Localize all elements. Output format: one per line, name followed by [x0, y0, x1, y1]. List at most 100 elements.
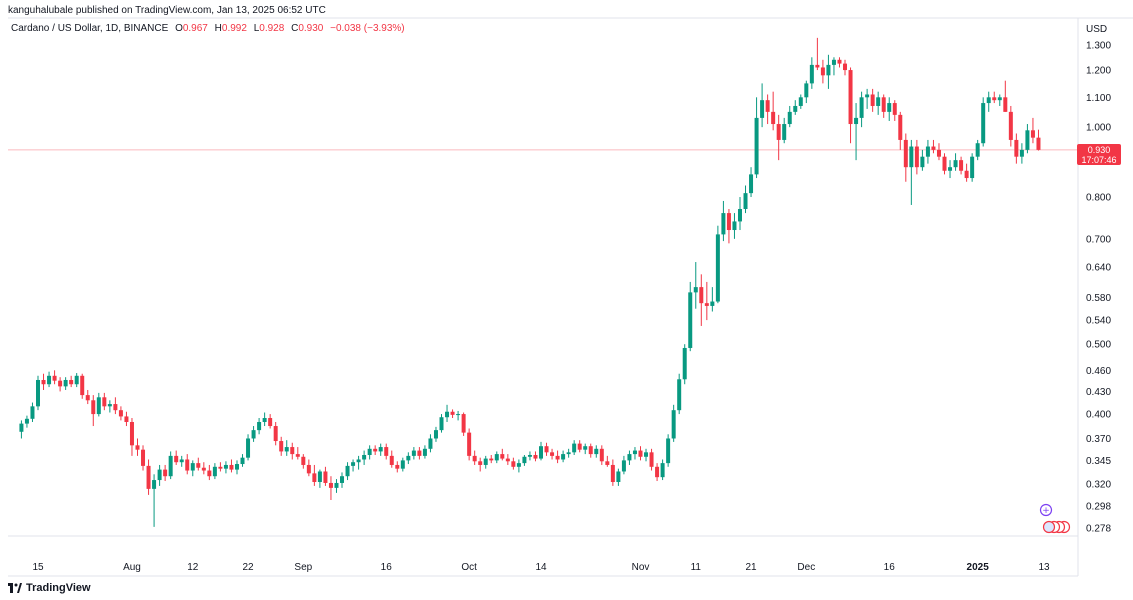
candle-body: [533, 454, 538, 459]
candle-body: [1030, 130, 1035, 138]
candle-body: [124, 416, 129, 422]
candle-body: [500, 454, 505, 459]
candle: [378, 443, 383, 456]
candle-body: [638, 450, 643, 457]
candle-body: [854, 117, 859, 125]
candle-body: [782, 124, 787, 140]
candle-body: [445, 411, 450, 418]
candle: [456, 410, 461, 421]
candle: [234, 460, 239, 475]
candle: [201, 462, 206, 475]
candle: [632, 447, 637, 460]
candle-body: [511, 461, 516, 467]
candle: [936, 143, 941, 161]
candle: [743, 185, 748, 214]
candle: [262, 412, 267, 427]
candle-body: [378, 447, 383, 452]
candle: [257, 418, 262, 435]
candle: [279, 436, 284, 456]
candle-body: [760, 100, 765, 118]
candle-body: [163, 469, 168, 477]
y-tick-label: 1.000: [1086, 123, 1111, 134]
candle-body: [583, 446, 588, 450]
candle-body: [848, 70, 853, 125]
candle-body: [1036, 137, 1041, 150]
y-tick-label: 1.100: [1086, 93, 1111, 104]
currency-label[interactable]: USD: [1086, 24, 1108, 35]
candle: [467, 428, 472, 461]
candle: [782, 117, 787, 144]
candle-body: [295, 454, 300, 457]
candle-body: [24, 418, 29, 424]
plus-glyph: +: [1042, 506, 1050, 516]
candle-body: [920, 156, 925, 168]
candle-body: [743, 193, 748, 209]
candle-body: [69, 379, 74, 385]
y-tick-label: 0.370: [1086, 434, 1111, 445]
candle: [301, 454, 306, 469]
candle-body: [688, 292, 693, 348]
candle-body: [826, 64, 831, 76]
candle-body: [981, 103, 986, 144]
candle-body: [815, 64, 820, 68]
candle: [135, 438, 140, 456]
candle-body: [174, 455, 179, 463]
x-tick-label: 2025: [967, 562, 990, 573]
candle: [682, 344, 687, 385]
candle: [621, 455, 626, 475]
candle: [964, 163, 969, 182]
candle: [826, 54, 831, 89]
footer-brand[interactable]: TradingView: [8, 582, 91, 594]
candle-body: [726, 213, 731, 231]
candle: [152, 474, 157, 527]
candle: [909, 139, 914, 205]
candle-body: [113, 404, 118, 411]
candle-body: [240, 457, 245, 465]
candle-body: [682, 347, 687, 380]
candle-body: [942, 156, 947, 171]
candle-body: [433, 430, 438, 439]
change-value: −0.038 (−3.93%): [330, 23, 405, 34]
candle: [433, 426, 438, 442]
candle: [737, 197, 742, 231]
candle: [284, 440, 289, 456]
high-value: 0.992: [221, 23, 247, 34]
candle: [1036, 129, 1041, 151]
candle-body: [975, 143, 980, 157]
candle: [1003, 80, 1008, 112]
candle-body: [793, 105, 798, 112]
candle: [251, 426, 256, 442]
candle: [837, 57, 842, 68]
last-price-tag: 0.930 17:07:46: [1077, 144, 1121, 165]
candle-body: [721, 213, 726, 235]
candle: [881, 94, 886, 118]
candle: [1008, 105, 1013, 147]
candle-body: [550, 452, 555, 456]
candle-body: [732, 221, 737, 231]
candle-body: [207, 470, 212, 477]
candle: [41, 373, 46, 390]
candle-body: [925, 146, 930, 157]
candle: [113, 397, 118, 415]
candle: [693, 262, 698, 309]
candle: [903, 133, 908, 182]
candle-body: [865, 94, 870, 98]
candle: [754, 97, 759, 179]
candle: [107, 400, 112, 413]
candle-body: [185, 459, 190, 471]
y-tick-label: 0.500: [1086, 340, 1111, 351]
candle-body: [36, 379, 40, 407]
candle-body: [577, 443, 582, 450]
candle: [190, 460, 195, 477]
candle: [865, 88, 870, 109]
candle-body: [489, 458, 494, 461]
candle: [726, 208, 731, 244]
candle-body: [588, 446, 593, 455]
candle: [572, 440, 577, 455]
event-markers[interactable]: +: [1038, 503, 1078, 537]
candle: [146, 459, 151, 495]
candle-body: [422, 448, 427, 456]
y-tick-label: 1.300: [1086, 41, 1111, 52]
candle-body: [439, 417, 444, 431]
